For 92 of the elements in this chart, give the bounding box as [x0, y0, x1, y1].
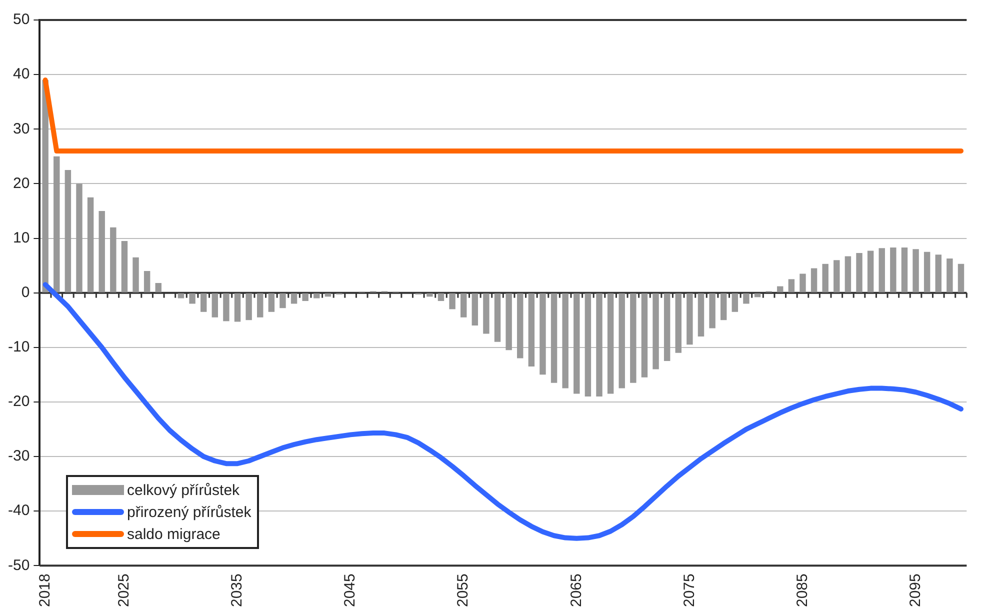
x-tick-label: 2085 — [794, 574, 811, 608]
bar — [867, 250, 874, 292]
bar — [506, 293, 512, 350]
bar — [483, 293, 490, 334]
x-tick-label: 2045 — [342, 574, 359, 608]
bar — [54, 156, 60, 292]
y-tick-label: 10 — [12, 229, 30, 246]
bar — [946, 258, 953, 292]
bar — [438, 293, 444, 301]
y-tick-label: 20 — [12, 174, 30, 192]
bar — [268, 293, 275, 312]
bar — [189, 293, 196, 304]
bar — [584, 293, 592, 396]
y-tick-label: -10 — [8, 338, 30, 356]
y-tick-label: -50 — [8, 556, 30, 574]
bar — [698, 293, 704, 336]
bar — [280, 293, 286, 308]
bar — [121, 240, 128, 292]
x-tick-label: 2035 — [228, 574, 246, 608]
bar — [200, 293, 207, 312]
bar — [675, 293, 682, 353]
bar — [87, 197, 94, 292]
bar — [856, 252, 862, 292]
bar — [596, 293, 602, 396]
y-tick-label: 30 — [12, 120, 30, 138]
bar — [800, 274, 806, 292]
bar — [223, 293, 230, 322]
bar — [76, 184, 82, 292]
bar — [110, 227, 116, 292]
bar — [494, 293, 501, 342]
x-tick-label: 2055 — [454, 574, 472, 608]
legend-label: přirozený přírůstek — [127, 504, 252, 520]
bar — [234, 293, 241, 322]
x-tick-label: 2075 — [680, 574, 698, 608]
bar — [155, 282, 162, 292]
bar — [426, 293, 433, 297]
bar — [958, 264, 964, 292]
bar — [822, 264, 828, 292]
bar — [517, 293, 524, 358]
bar — [618, 293, 625, 388]
bar — [574, 293, 580, 394]
x-tick-label: 2018 — [36, 574, 54, 608]
bar — [652, 293, 659, 370]
bar — [664, 293, 670, 362]
bar — [834, 260, 840, 292]
bar — [178, 293, 184, 298]
bar — [528, 293, 535, 366]
bar — [550, 293, 558, 383]
bar — [562, 293, 568, 388]
bar — [732, 293, 738, 312]
bar — [709, 293, 716, 328]
y-tick-label: -30 — [8, 448, 30, 465]
bar — [641, 293, 648, 378]
bar — [460, 293, 467, 318]
bar — [449, 293, 456, 310]
y-tick-label: -40 — [8, 502, 30, 520]
bar — [302, 293, 308, 301]
bar — [788, 279, 795, 292]
x-tick-label: 2065 — [568, 574, 585, 608]
bar — [720, 293, 727, 320]
bar — [472, 293, 478, 326]
bar — [212, 293, 218, 318]
bar — [132, 257, 139, 292]
bar — [844, 256, 852, 292]
legend-label: celkový přírůstek — [127, 482, 240, 498]
bar — [540, 293, 546, 375]
bar — [901, 248, 908, 292]
y-tick-label: 40 — [12, 66, 30, 83]
bar — [64, 170, 72, 292]
bar — [924, 252, 930, 292]
bar — [890, 248, 896, 292]
bar — [98, 210, 105, 292]
bar — [314, 293, 320, 298]
bar — [257, 293, 264, 318]
x-tick-label: 2095 — [906, 574, 924, 608]
bar — [144, 270, 150, 292]
legend-label: saldo migrace — [127, 526, 220, 542]
bar — [290, 293, 298, 304]
bar — [686, 293, 693, 345]
bar — [935, 254, 942, 292]
bar — [607, 293, 614, 394]
x-tick-label: 2025 — [116, 574, 133, 608]
bar — [246, 293, 252, 320]
bar — [878, 248, 885, 292]
bar — [630, 293, 636, 383]
y-tick-label: -20 — [8, 393, 30, 410]
y-tick-label: 0 — [21, 284, 30, 301]
y-tick-label: 50 — [12, 11, 30, 28]
bar — [777, 286, 784, 292]
bar — [912, 249, 919, 292]
bar — [743, 293, 750, 304]
bar — [810, 268, 818, 292]
